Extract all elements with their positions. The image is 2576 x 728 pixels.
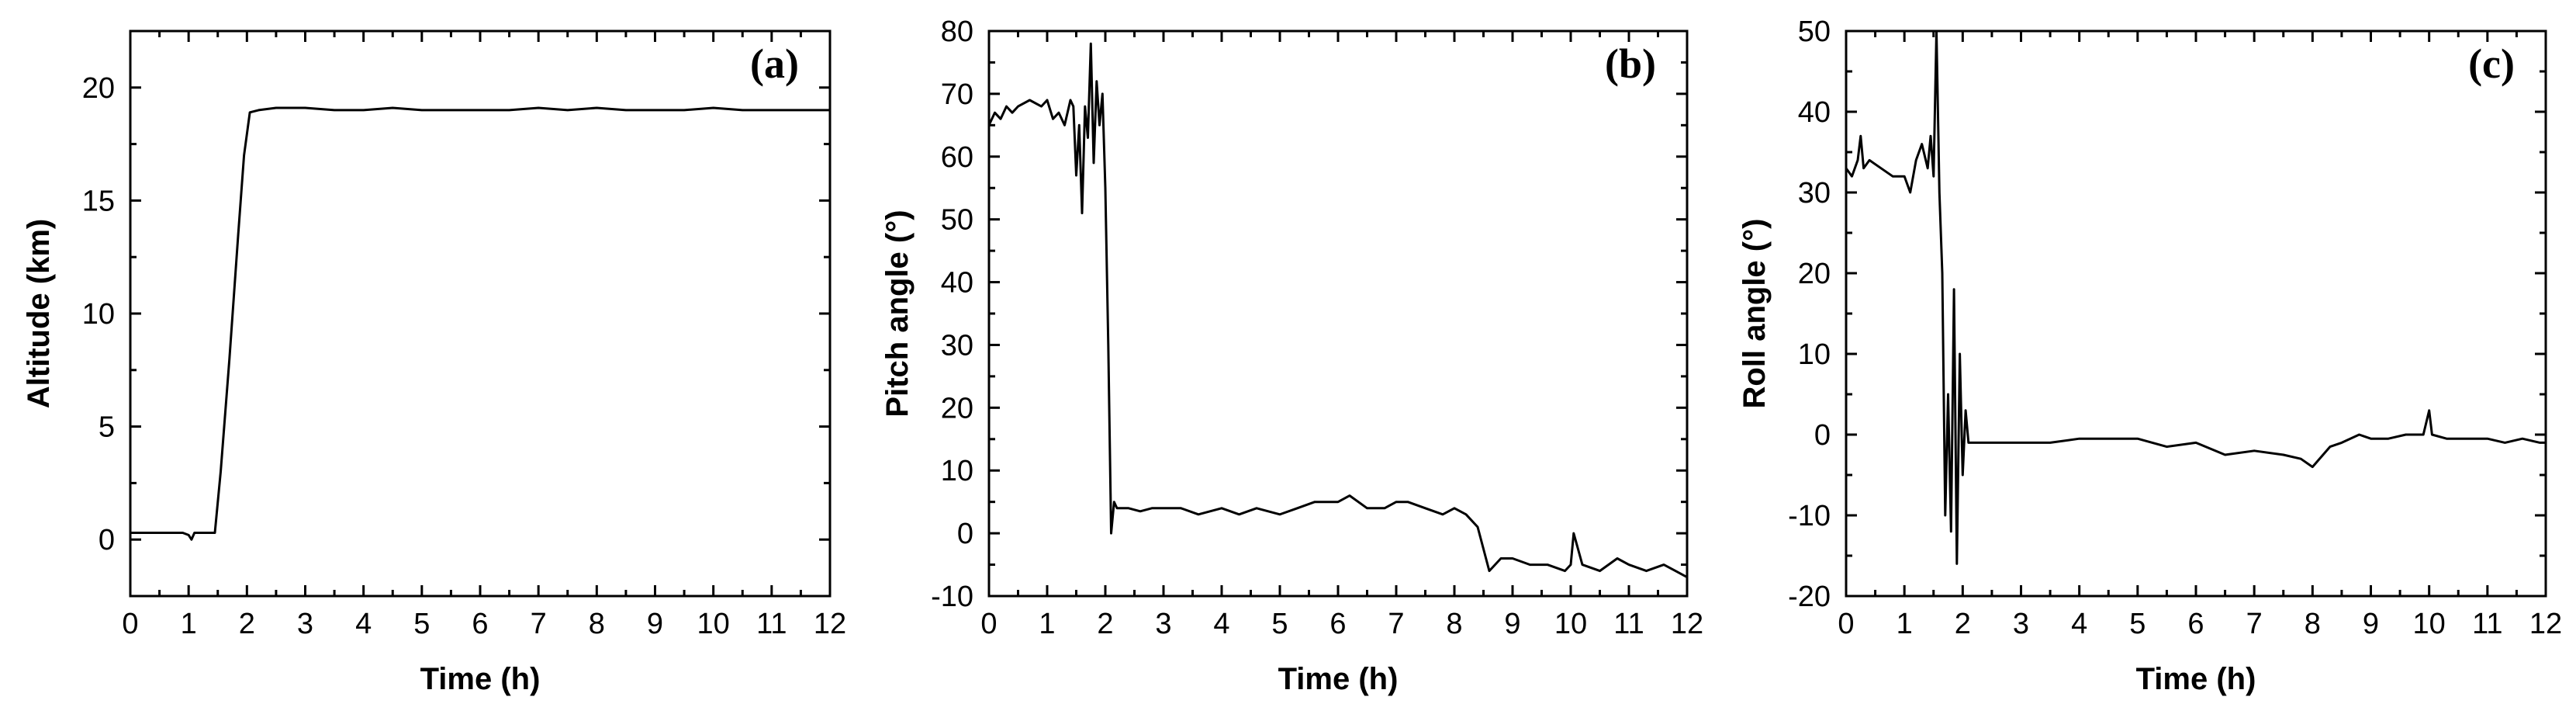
y-tick-label: -10 (1788, 500, 1831, 532)
y-tick-label: 20 (82, 72, 115, 105)
x-tick-label: 6 (2187, 608, 2204, 640)
x-tick-label: 6 (472, 608, 488, 640)
y-axis-title: Roll angle (°) (1738, 219, 1772, 409)
y-tick-label: 20 (1798, 258, 1831, 290)
y-tick-label: 10 (1798, 338, 1831, 371)
y-tick-label: 50 (1798, 16, 1831, 48)
x-tick-label: 7 (531, 608, 547, 640)
y-axis-title: Pitch angle (°) (880, 210, 915, 417)
x-tick-label: 12 (814, 608, 846, 640)
y-tick-label: 10 (941, 455, 973, 487)
y-tick-label: 50 (941, 204, 973, 237)
panel-1: 0 1 2 3 4 5 6 7 8 9 10 11 12-1001020304050607080Time… (880, 16, 1703, 696)
x-tick-label: 2 (1097, 608, 1113, 640)
series-line-0 (1845, 29, 2546, 565)
x-tick-label: 0 (1838, 608, 1854, 640)
x-tick-label: 5 (413, 608, 430, 640)
x-tick-label: 1 (181, 608, 197, 640)
x-tick-label: 11 (756, 608, 787, 640)
x-tick-label: 11 (2472, 608, 2502, 640)
x-tick-label: 8 (1446, 608, 1462, 640)
series-line-0 (987, 42, 1688, 579)
x-tick-label: 3 (297, 608, 313, 640)
series-line-0 (130, 106, 830, 541)
x-tick-label: 3 (1155, 608, 1171, 640)
x-tick-label: 6 (1329, 608, 1346, 640)
x-tick-label: 10 (2413, 608, 2446, 640)
x-tick-label: 4 (1213, 608, 1229, 640)
x-tick-label: 9 (2363, 608, 2379, 640)
y-tick-label: 15 (82, 185, 115, 217)
x-tick-label: 7 (2246, 608, 2263, 640)
y-tick-label: 40 (941, 267, 973, 300)
x-tick-label: 8 (589, 608, 605, 640)
y-tick-label: -10 (931, 581, 973, 613)
panel-label: (b) (1605, 40, 1656, 87)
x-tick-label: 5 (1271, 608, 1288, 640)
x-tick-label: 3 (2013, 608, 2029, 640)
panel-label: (a) (750, 40, 799, 87)
x-tick-label: 1 (1039, 608, 1055, 640)
plot-frame (129, 29, 832, 598)
y-tick-label: 20 (941, 392, 973, 425)
y-axis-title: Altitude (km) (22, 219, 56, 408)
y-tick-label: 60 (941, 141, 973, 174)
y-tick-label: 80 (941, 16, 973, 48)
x-tick-label: 8 (2305, 608, 2321, 640)
y-tick-label: 30 (1798, 177, 1831, 210)
x-axis-title: Time (h) (2136, 662, 2256, 696)
x-tick-label: 7 (1388, 608, 1404, 640)
x-tick-label: 9 (1504, 608, 1520, 640)
x-tick-label: 11 (1613, 608, 1644, 640)
x-tick-label: 4 (2071, 608, 2087, 640)
x-axis-title: Time (h) (1278, 662, 1399, 696)
panel-label: (c) (2468, 40, 2515, 87)
x-tick-label: 0 (122, 608, 138, 640)
y-tick-label: 0 (99, 524, 115, 556)
y-tick-label: 30 (941, 329, 973, 362)
x-axis-title: Time (h) (420, 662, 541, 696)
x-tick-label: 12 (1671, 608, 1703, 640)
x-tick-label: 10 (1554, 608, 1587, 640)
y-tick-label: 0 (957, 518, 973, 550)
y-tick-label: 40 (1798, 96, 1831, 129)
x-tick-label: 2 (1955, 608, 1971, 640)
y-tick-label: -20 (1788, 581, 1831, 613)
x-tick-label: 12 (2529, 608, 2562, 640)
y-tick-label: 10 (82, 298, 115, 331)
x-tick-label: 0 (980, 608, 997, 640)
y-tick-label: 5 (99, 411, 115, 444)
x-tick-label: 10 (697, 608, 730, 640)
x-tick-label: 4 (355, 608, 372, 640)
x-tick-label: 1 (1897, 608, 1913, 640)
y-tick-label: 0 (1814, 419, 1831, 452)
x-tick-label: 2 (239, 608, 255, 640)
x-tick-label: 9 (647, 608, 663, 640)
y-tick-label: 70 (941, 78, 973, 111)
x-tick-label: 5 (2129, 608, 2146, 640)
